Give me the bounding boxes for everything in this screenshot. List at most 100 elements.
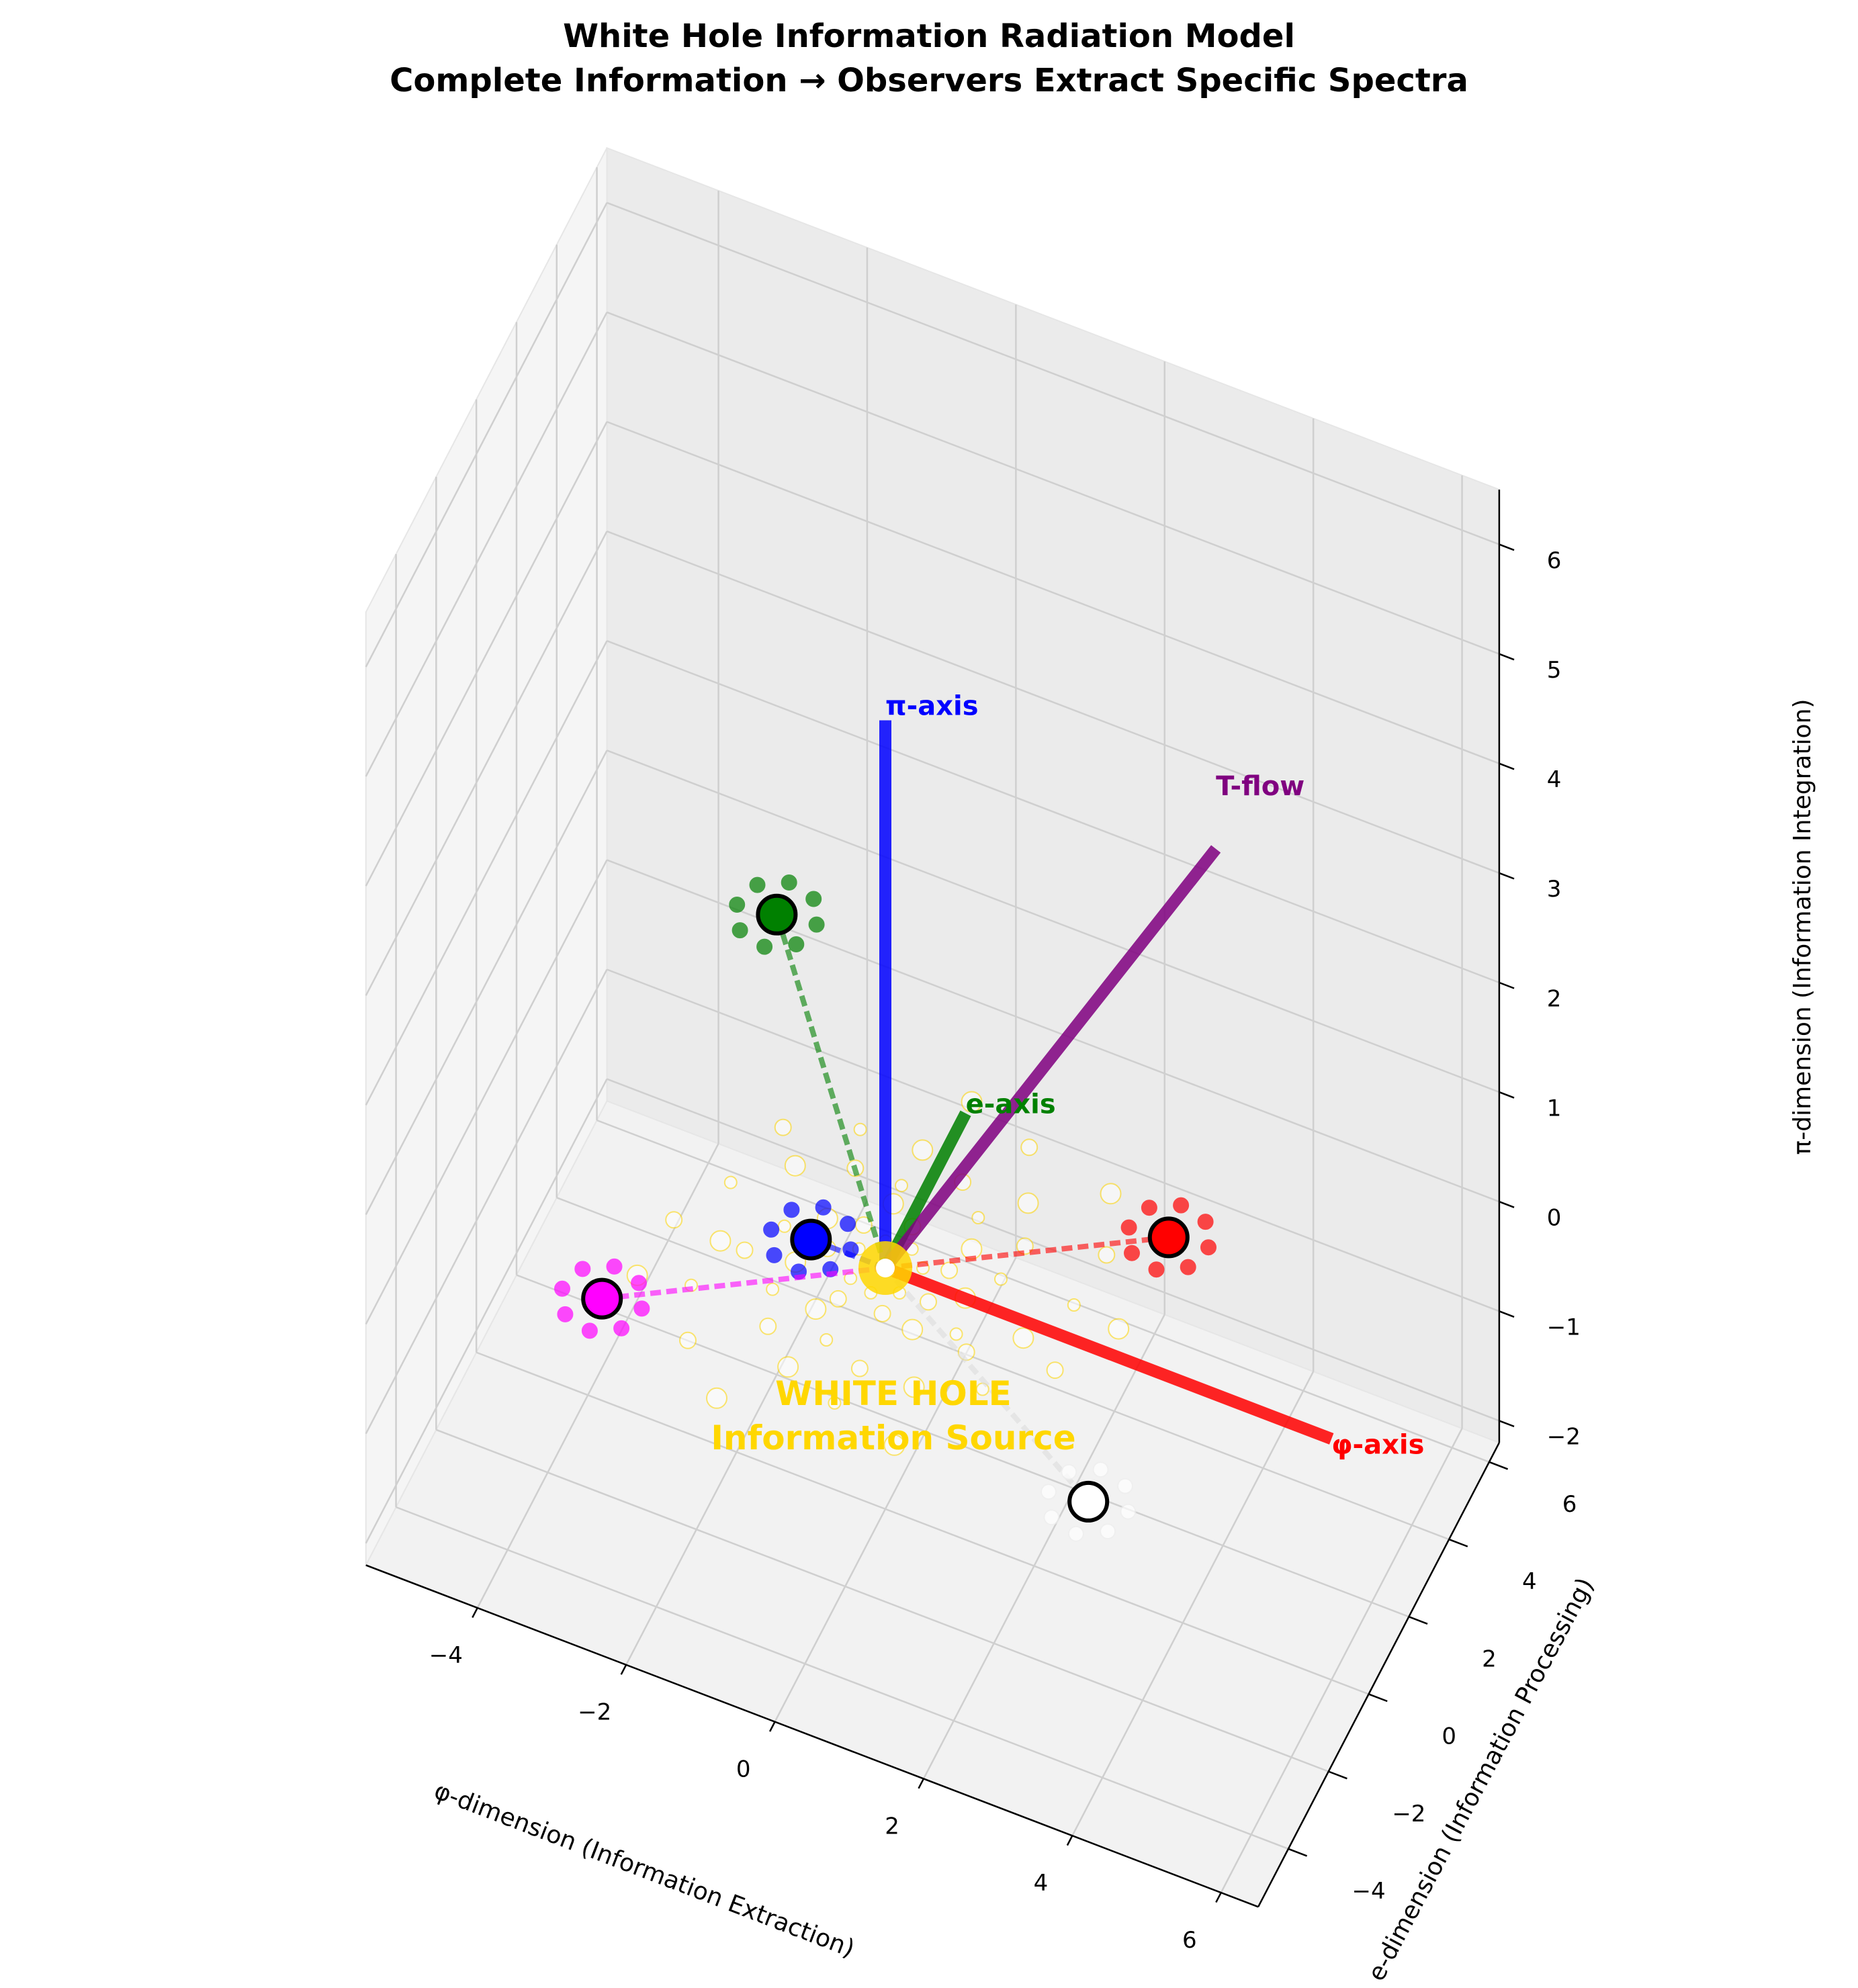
spectrum-point [1067,1525,1084,1542]
radiation-particle [1017,1192,1039,1214]
observers [554,874,1216,1542]
z-tick-mark [1499,872,1515,880]
spectrum-point [633,1300,650,1317]
grid-line [365,1079,608,1544]
grid-line [365,859,608,1325]
grid-line [435,1429,1329,1772]
grid-line [607,420,1500,764]
observer-point [790,1218,832,1261]
spectrum-point [749,876,766,893]
radiation-particle [679,1331,697,1349]
grid-line [365,312,608,777]
axis-vector-label: φ-axis [1331,1429,1424,1460]
radiation-particle [961,1091,983,1113]
grid-line [607,530,1500,874]
z-tick-mark [1499,981,1515,989]
spectrum-point [766,1247,783,1263]
radiation-particle [895,1179,908,1193]
x-tick-label: 6 [1182,1927,1197,1954]
z-tick-label: 5 [1547,657,1562,684]
title-line-2: Complete Information → Observers Extract… [390,62,1468,99]
radiation-particle [883,1434,905,1456]
grid-line [607,201,1500,545]
tick-labels: −4 −2 0 2 4 6 −4 −2 0 2 4 6 −2 −1 0 1 2 3 4 5 6 [365,490,1581,1954]
spectrum-point [1180,1259,1196,1275]
grid-line [516,1274,1409,1618]
radiation-particle [665,1211,683,1229]
grid-line [607,968,1500,1312]
z-tick-label: −1 [1547,1314,1581,1341]
radiation-particle [774,1118,792,1136]
axis-vectors [879,720,1334,1445]
y-tick-label: 0 [1442,1723,1456,1750]
y-tick-mark [1328,1770,1347,1780]
z-tick-label: −2 [1547,1424,1581,1451]
y-tick-mark [1288,1848,1308,1857]
radiation-particle [994,1272,1008,1286]
radiation-particle [706,1387,727,1409]
z-tick-mark [1499,1091,1515,1099]
radiation-particle [1020,1138,1038,1157]
spectrum-point [1043,1509,1060,1526]
z-tick-mark [1499,762,1515,770]
grid-line [596,1119,1490,1463]
source-label-line-1: WHITE HOLE [775,1374,1012,1413]
y-tick-mark [1448,1538,1468,1547]
grid-line [365,202,608,668]
grid-line [607,859,1500,1203]
observer-point [756,893,798,936]
spectrum-point [557,1306,574,1322]
radiation-particle [1108,1318,1130,1340]
spectrum-point [732,922,748,939]
radiation-particle [1100,1183,1122,1205]
x-tick-label: −2 [578,1699,611,1726]
y-tick-mark [1408,1616,1428,1625]
radiation-particle [766,1282,780,1296]
grid-line [365,531,608,996]
axis-line [365,1564,1259,1908]
radiation-particle [873,1304,891,1322]
spectrum-point [840,1216,856,1232]
x-tick-mark [620,1664,627,1675]
radiation-particle [853,1122,867,1136]
source-label-line-2: Information Source [711,1418,1075,1457]
spectrum-point [1173,1197,1190,1214]
spectrum-point [1197,1214,1214,1230]
spectrum-point [1041,1484,1057,1500]
observer-point [581,1277,623,1320]
grid-line [365,640,608,1105]
axis-vector-label: T-flow [1216,771,1304,802]
radiation-particle [971,1211,985,1224]
vector-labels: φ-axis e-axis π-axis T-flow [885,691,1424,1461]
grid-line [556,1197,1450,1541]
x-tick-label: 2 [885,1813,899,1840]
spectrum-point [631,1275,647,1292]
spectrum-point [574,1261,591,1277]
z-tick-mark [1499,1201,1515,1208]
spectrum-point [781,874,797,891]
radiation-particle [903,1376,925,1398]
z-tick-mark [1499,1310,1515,1318]
spectrum-point [783,1202,800,1218]
spectrum-point [756,938,773,955]
y-tick-label: −2 [1392,1801,1425,1827]
spectrum-point [581,1322,598,1339]
z-axis-label: π-dimension (Information Integration) [1789,699,1816,1155]
grid-line [625,1200,869,1666]
observer-beam [774,913,888,1269]
radiation-particle [1012,1327,1034,1349]
z-tick-label: 6 [1547,547,1562,574]
spectrum-point [805,891,822,907]
radiation-particle [1046,1361,1064,1380]
radiation-particle [820,1333,834,1347]
y-tick-mark [1368,1693,1388,1703]
spectrum-point [1092,1461,1109,1478]
x-tick-mark [768,1721,776,1732]
spectrum-point [815,1199,832,1216]
axis-vector-label: e-axis [966,1089,1056,1120]
z-tick-label: 3 [1547,876,1562,903]
spectrum-point [788,936,805,952]
radiation-particle [1016,1237,1034,1255]
spectrum-point [1124,1245,1140,1261]
